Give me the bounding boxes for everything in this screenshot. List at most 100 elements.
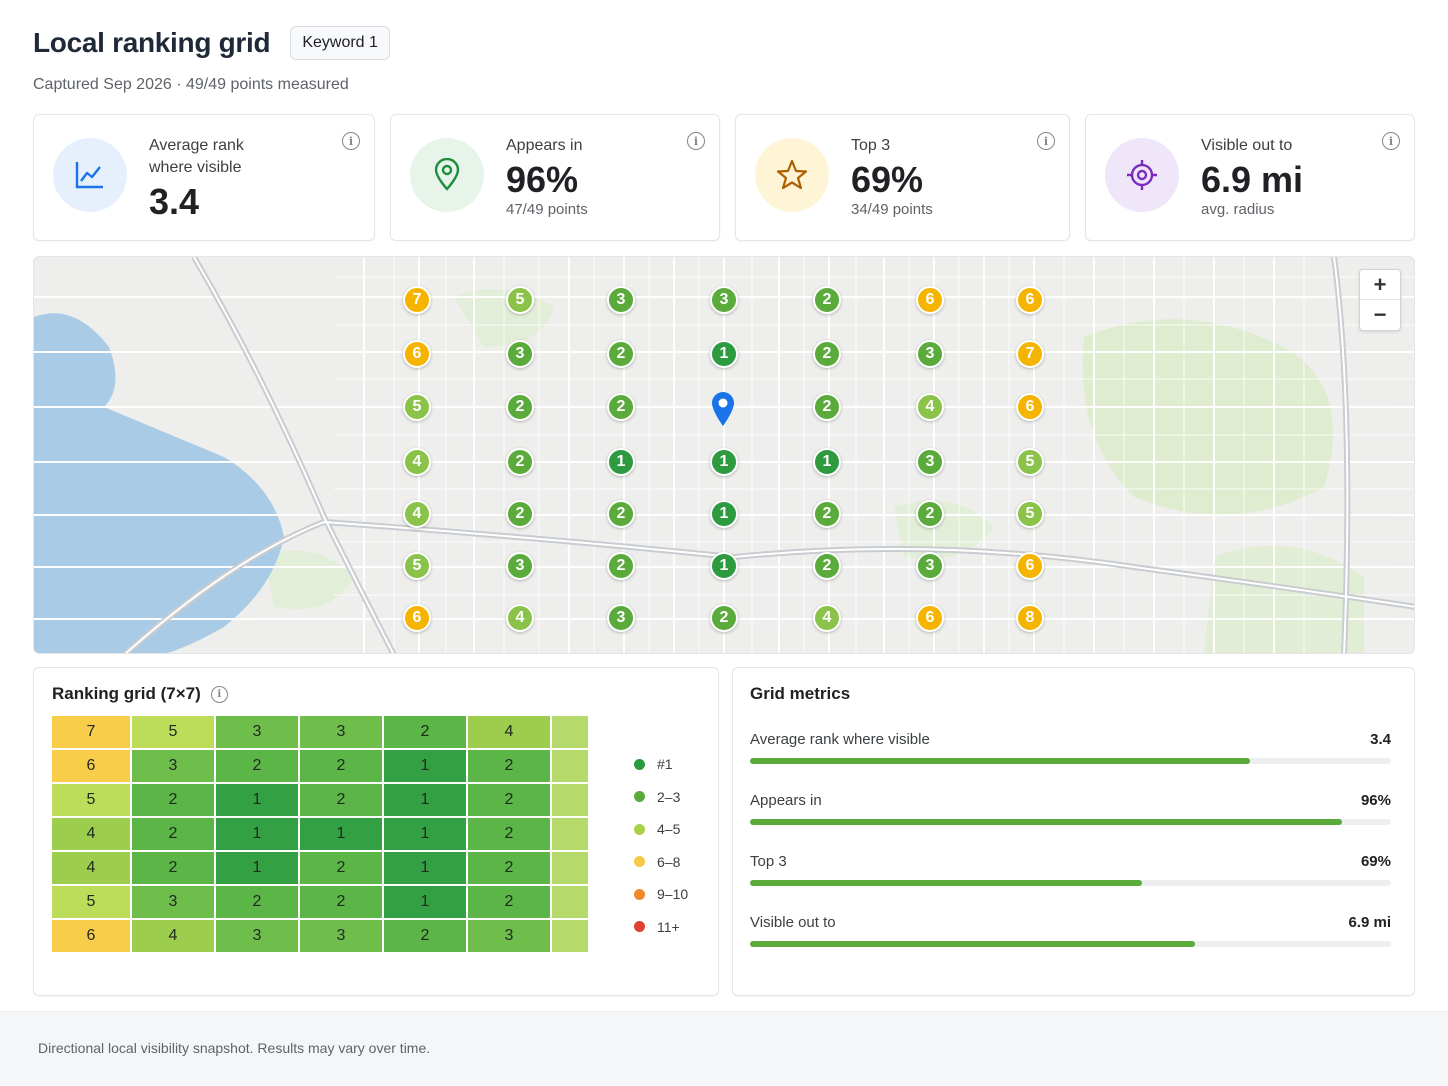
heatmap-cell[interactable]: 2 [216, 750, 298, 782]
heatmap-cell[interactable]: 1 [384, 784, 466, 816]
map-grid-pin[interactable]: 2 [506, 500, 534, 528]
heatmap-cell[interactable]: 3 [300, 716, 382, 748]
heatmap-cell[interactable]: 2 [216, 886, 298, 918]
map-grid-pin[interactable]: 8 [1016, 604, 1044, 632]
keyword-selector[interactable]: Keyword 1 [290, 26, 390, 60]
map-grid-pin[interactable]: 4 [506, 604, 534, 632]
map-grid-pin[interactable]: 2 [607, 500, 635, 528]
heatmap-cell[interactable]: 2 [468, 852, 550, 884]
map-grid-pin[interactable]: 6 [916, 286, 944, 314]
heatmap-cell[interactable]: 5 [52, 886, 130, 918]
map-grid-pin[interactable]: 7 [1016, 340, 1044, 368]
heatmap-cell[interactable] [552, 716, 588, 748]
map-grid-pin[interactable]: 1 [710, 500, 738, 528]
heatmap-cell[interactable]: 2 [132, 852, 214, 884]
map-grid-pin[interactable]: 6 [1016, 286, 1044, 314]
map-grid-pin[interactable]: 2 [813, 393, 841, 421]
heatmap-cell[interactable]: 5 [52, 784, 130, 816]
heatmap-cell[interactable]: 2 [300, 886, 382, 918]
heatmap-cell[interactable]: 1 [216, 818, 298, 850]
heatmap-cell[interactable] [552, 784, 588, 816]
heatmap-cell[interactable]: 3 [132, 750, 214, 782]
heatmap-cell[interactable]: 1 [384, 852, 466, 884]
map-grid-pin[interactable]: 5 [403, 552, 431, 580]
map-grid-pin[interactable]: 1 [710, 552, 738, 580]
info-icon[interactable]: i [687, 132, 705, 150]
map-grid-pin[interactable]: 2 [916, 500, 944, 528]
zoom-out-button[interactable]: − [1373, 302, 1387, 327]
map-grid-pin[interactable]: 5 [1016, 500, 1044, 528]
heatmap-cell[interactable]: 2 [384, 920, 466, 952]
heatmap-cell[interactable]: 4 [468, 716, 550, 748]
heatmap-cell[interactable] [552, 818, 588, 850]
heatmap-cell[interactable]: 6 [52, 920, 130, 952]
map-grid-pin[interactable]: 1 [710, 340, 738, 368]
heatmap-cell[interactable]: 2 [132, 784, 214, 816]
heatmap-cell[interactable]: 1 [216, 852, 298, 884]
heatmap-cell[interactable]: 6 [52, 750, 130, 782]
heatmap-cell[interactable]: 7 [52, 716, 130, 748]
map-grid-pin[interactable]: 3 [506, 340, 534, 368]
heatmap-cell[interactable]: 3 [132, 886, 214, 918]
heatmap-cell[interactable]: 1 [384, 750, 466, 782]
heatmap-cell[interactable]: 2 [384, 716, 466, 748]
heatmap-cell[interactable]: 2 [132, 818, 214, 850]
heatmap-cell[interactable]: 2 [300, 750, 382, 782]
map-grid-pin[interactable]: 3 [710, 286, 738, 314]
heatmap-cell[interactable]: 2 [300, 784, 382, 816]
heatmap-cell[interactable]: 5 [132, 716, 214, 748]
map-grid-pin[interactable]: 2 [607, 393, 635, 421]
map-grid-pin[interactable]: 4 [813, 604, 841, 632]
heatmap-cell[interactable]: 4 [52, 852, 130, 884]
zoom-in-button[interactable]: + [1360, 270, 1400, 300]
heatmap-cell[interactable]: 3 [300, 920, 382, 952]
map-grid-pin[interactable]: 3 [607, 286, 635, 314]
heatmap-cell[interactable]: 3 [216, 920, 298, 952]
map-grid-pin[interactable]: 2 [607, 552, 635, 580]
map-grid-pin[interactable]: 5 [1016, 448, 1044, 476]
info-icon[interactable]: i [1037, 132, 1055, 150]
map-grid-pin[interactable]: 2 [506, 393, 534, 421]
heatmap-cell[interactable]: 2 [468, 818, 550, 850]
map-grid-pin[interactable]: 4 [916, 393, 944, 421]
map-grid-pin[interactable]: 2 [813, 552, 841, 580]
map-grid-pin[interactable]: 6 [403, 340, 431, 368]
info-icon[interactable]: i [342, 132, 360, 150]
map-grid-pin[interactable]: 1 [813, 448, 841, 476]
heatmap-cell[interactable]: 1 [384, 818, 466, 850]
heatmap-cell[interactable]: 1 [216, 784, 298, 816]
map-grid-pin[interactable]: 6 [916, 604, 944, 632]
map-grid-pin[interactable]: 2 [813, 340, 841, 368]
map-grid-pin[interactable]: 4 [403, 448, 431, 476]
map-grid-pin[interactable]: 3 [916, 552, 944, 580]
info-icon[interactable]: i [1382, 132, 1400, 150]
map-grid-pin[interactable]: 1 [710, 448, 738, 476]
heatmap-cell[interactable] [552, 920, 588, 952]
map-marker-icon[interactable] [710, 391, 736, 427]
map-grid-pin[interactable]: 7 [403, 286, 431, 314]
heatmap-cell[interactable] [552, 886, 588, 918]
map-grid-pin[interactable]: 2 [506, 448, 534, 476]
heatmap-cell[interactable]: 2 [468, 784, 550, 816]
heatmap-cell[interactable]: 1 [300, 818, 382, 850]
map-grid-pin[interactable]: 5 [506, 286, 534, 314]
heatmap-cell[interactable] [552, 750, 588, 782]
map-grid-pin[interactable]: 5 [403, 393, 431, 421]
map-grid-pin[interactable]: 6 [1016, 552, 1044, 580]
map-grid-pin[interactable]: 6 [403, 604, 431, 632]
map-grid-pin[interactable]: 4 [403, 500, 431, 528]
heatmap-cell[interactable] [552, 852, 588, 884]
map-grid-pin[interactable]: 3 [607, 604, 635, 632]
ranking-map[interactable]: 7 5 3 3 2 6 6 6 3 2 1 2 3 7 5 2 2 2 4 6 4 2 1 1 1 3 5 4 2 2 1 2 2 5 5 3 2 1 2 3… [33, 256, 1415, 654]
map-grid-pin[interactable]: 6 [1016, 393, 1044, 421]
map-grid-pin[interactable]: 3 [506, 552, 534, 580]
info-icon[interactable]: i [210, 685, 228, 703]
map-grid-pin[interactable]: 2 [813, 286, 841, 314]
map-grid-pin[interactable]: 3 [916, 448, 944, 476]
heatmap-cell[interactable]: 2 [468, 886, 550, 918]
map-grid-pin[interactable]: 1 [607, 448, 635, 476]
heatmap-cell[interactable]: 4 [52, 818, 130, 850]
map-grid-pin[interactable]: 3 [916, 340, 944, 368]
heatmap-cell[interactable]: 3 [216, 716, 298, 748]
map-grid-pin[interactable]: 2 [607, 340, 635, 368]
